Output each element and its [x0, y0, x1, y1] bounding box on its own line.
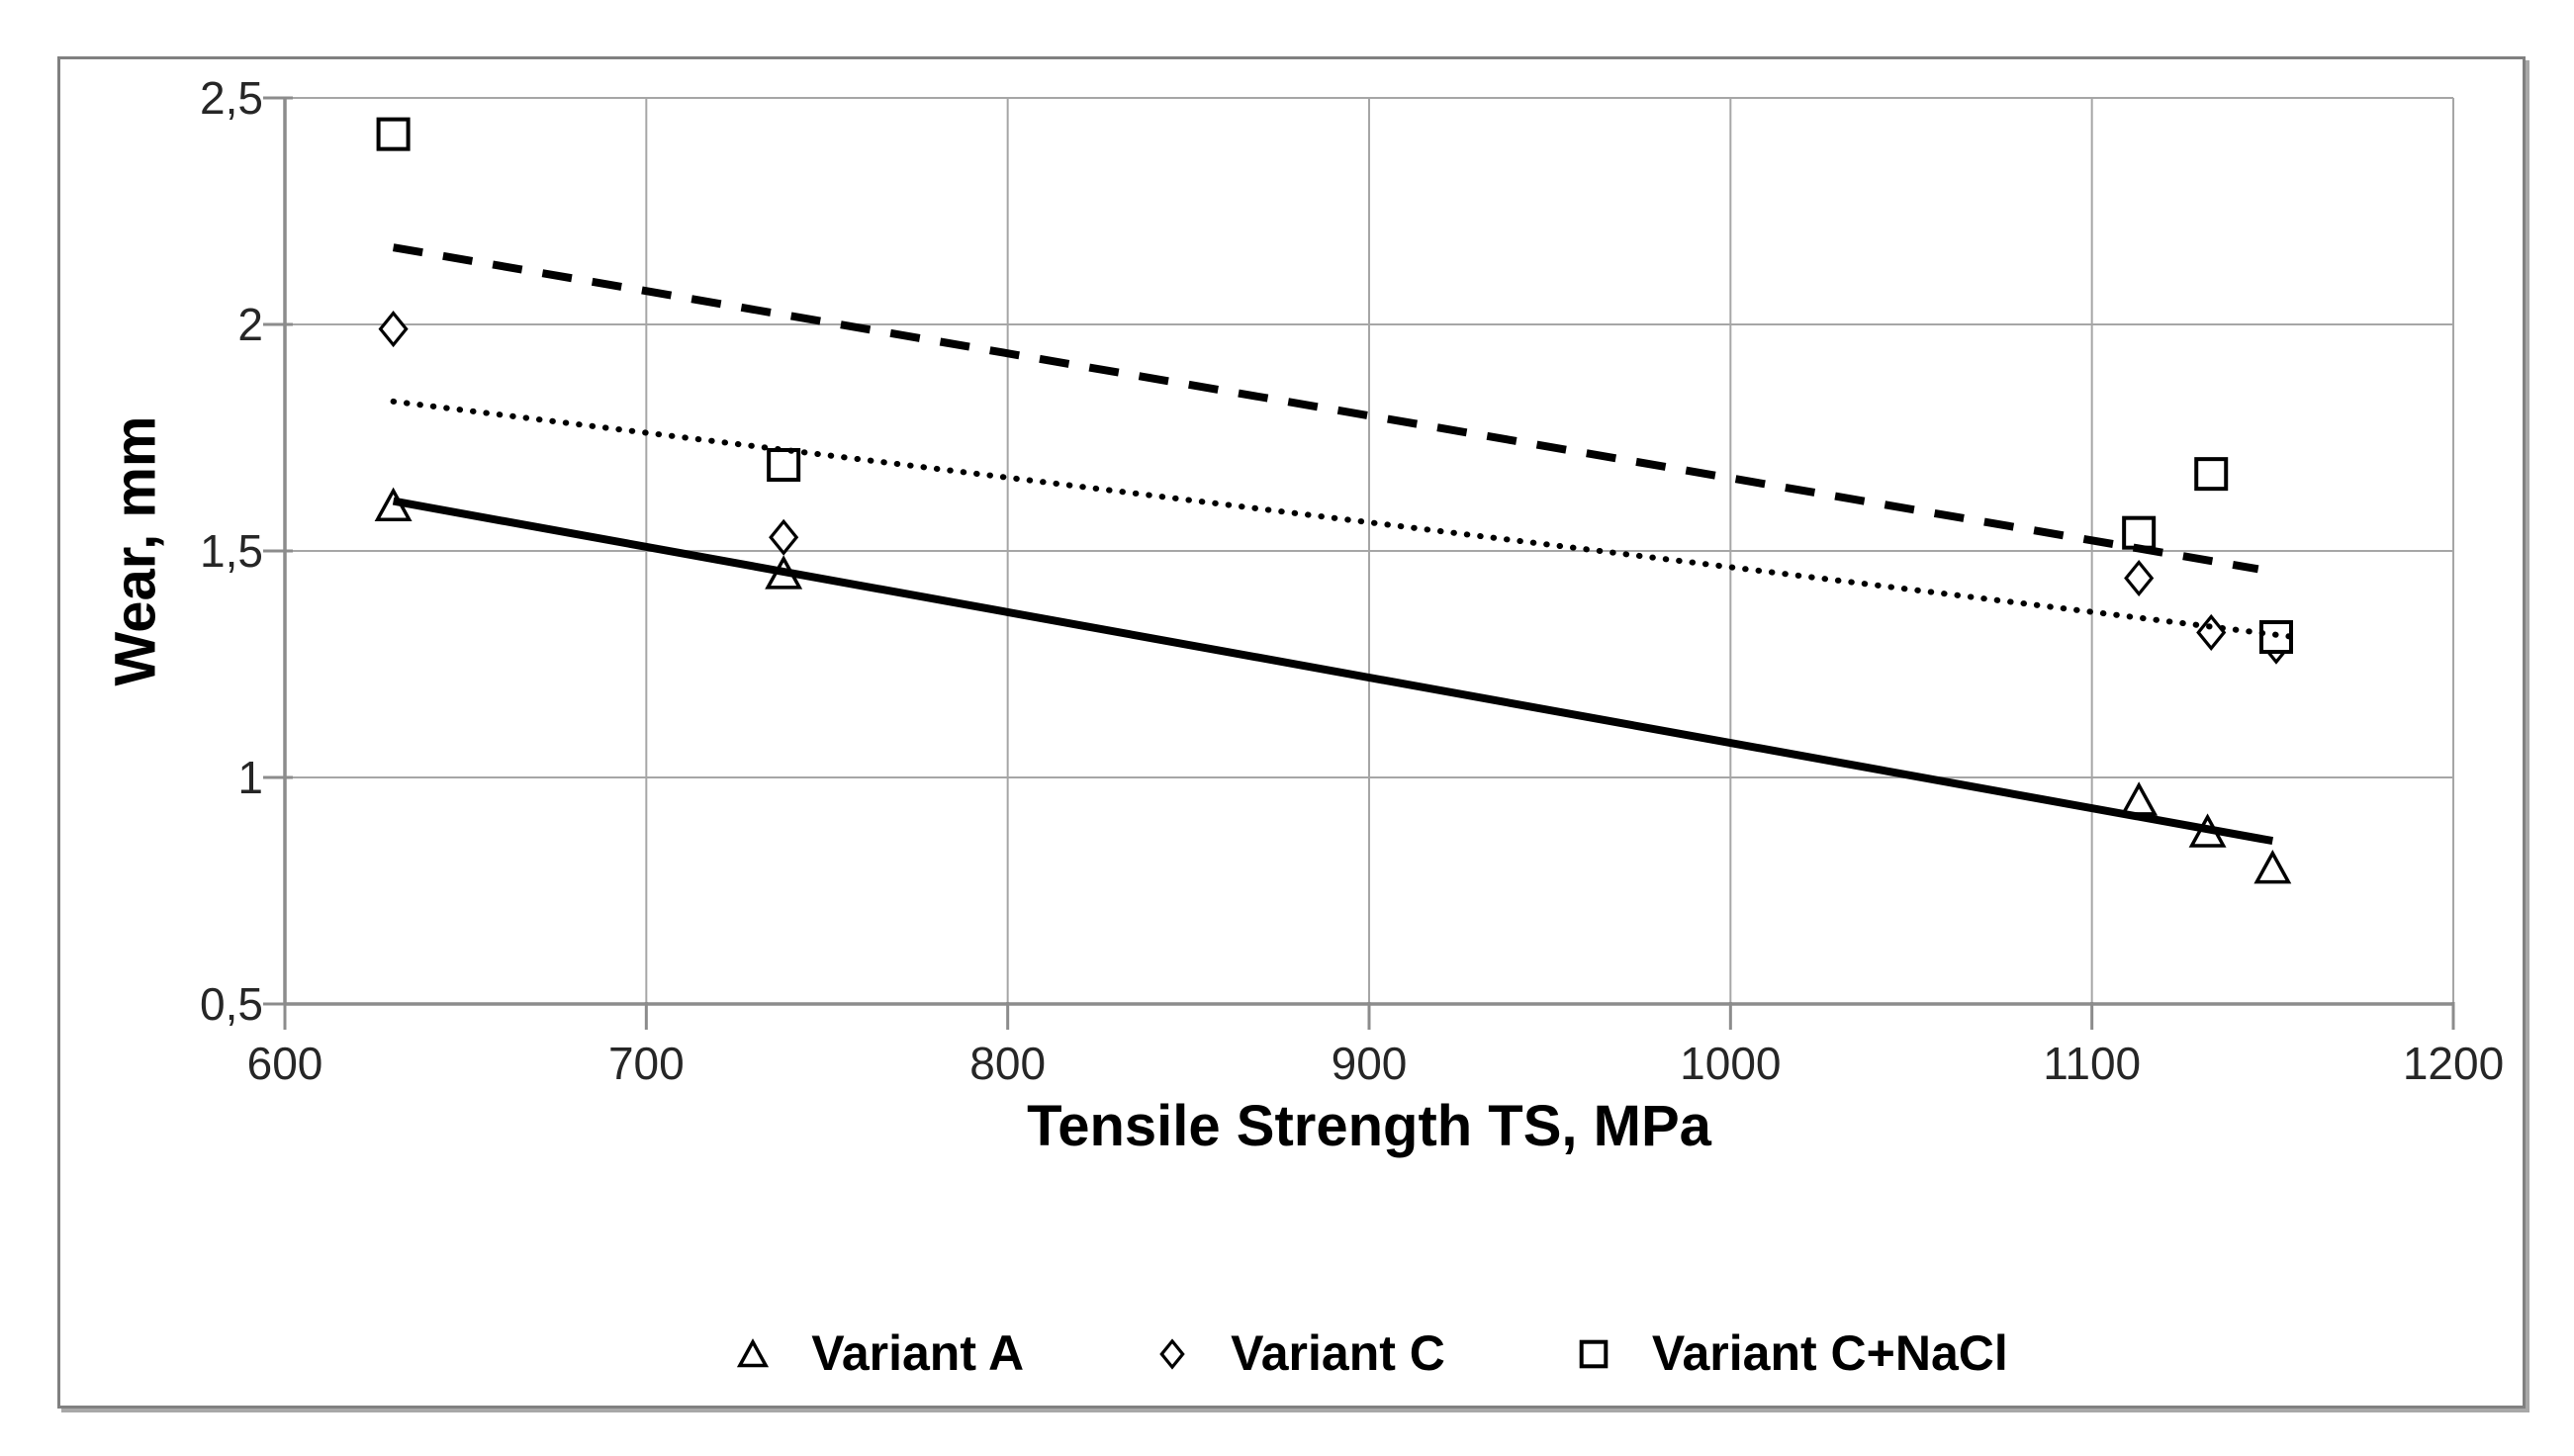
diamond-data-point-marker — [2196, 613, 2227, 651]
y-tick-label: 1,5 — [200, 525, 263, 577]
legend-item-variant-c-nacl: Variant C+NaCl — [1571, 1324, 2008, 1382]
legend-item-variant-a: Variant A — [730, 1324, 1024, 1382]
x-tick-label: 1000 — [1680, 1038, 1782, 1089]
square-legend-marker — [1579, 1339, 1609, 1369]
diamond-data-point-marker — [378, 311, 409, 348]
legend-label-variant-a: Variant A — [811, 1325, 1025, 1381]
dotted-trendline — [390, 398, 2298, 641]
x-tick-label: 700 — [607, 1038, 685, 1089]
y-tick-label: 0,5 — [200, 978, 263, 1030]
triangle-legend-marker — [737, 1338, 770, 1368]
y-axis-title: Wear, mm — [103, 415, 168, 686]
dashed-trendline — [392, 243, 2259, 574]
triangle-data-point-marker — [2120, 781, 2159, 816]
legend-label-variant-c-nacl: Variant C+NaCl — [1651, 1325, 2008, 1381]
square-data-point-marker — [2258, 620, 2293, 655]
x-tick-label: 1200 — [2402, 1038, 2505, 1089]
diamond-legend-marker — [1159, 1338, 1185, 1370]
figure-border — [57, 56, 2526, 1409]
x-tick-label: 900 — [1331, 1038, 1408, 1089]
x-tick-label: 800 — [969, 1038, 1047, 1089]
square-icon — [1579, 1339, 1609, 1369]
square-data-point-marker — [767, 447, 801, 482]
legend-label-variant-c: Variant C — [1231, 1325, 1445, 1381]
square-data-point-marker — [2122, 515, 2157, 550]
x-tick-label: 1100 — [2043, 1038, 2142, 1089]
square-data-point-marker — [376, 117, 411, 151]
legend-item-variant-c: Variant C — [1149, 1324, 1445, 1382]
triangle-data-point-marker — [2253, 849, 2292, 884]
x-axis-title: Tensile Strength TS, MPa — [1027, 1094, 1711, 1158]
y-tick-label: 2,5 — [200, 72, 263, 124]
diamond-icon — [1159, 1338, 1185, 1370]
solid-trendline — [392, 497, 2274, 846]
square-data-point-marker — [2194, 457, 2229, 492]
diamond-data-point-marker — [2124, 559, 2155, 597]
diamond-data-point-marker — [769, 518, 799, 556]
y-tick-label: 2 — [237, 299, 263, 350]
y-tick-label: 1 — [237, 752, 263, 803]
x-tick-label: 600 — [246, 1038, 323, 1089]
triangle-icon — [737, 1338, 770, 1368]
legend: Variant A Variant C Variant C+NaCl — [285, 1314, 2453, 1393]
